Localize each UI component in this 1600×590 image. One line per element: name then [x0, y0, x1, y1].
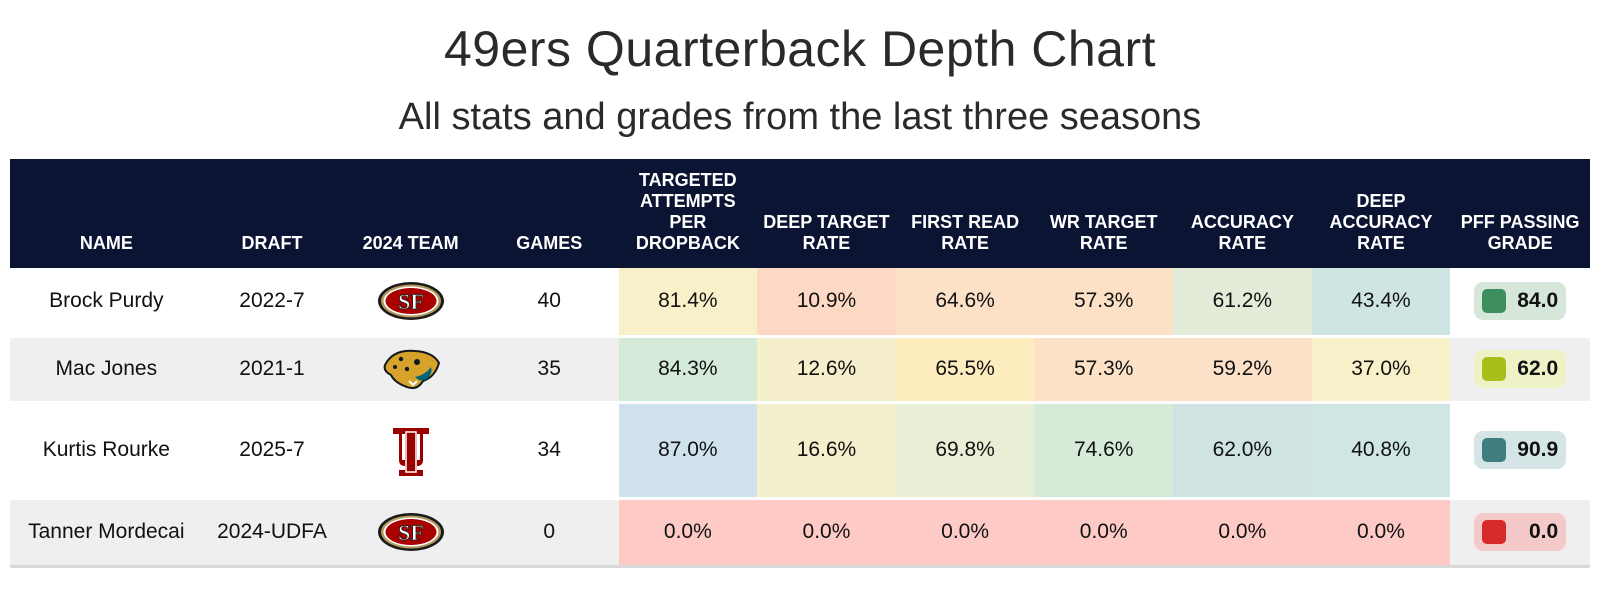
draft-pick: 2024-UDFA	[202, 498, 342, 568]
table-body: Brock Purdy 2022-7 SF 40 81.4% 10.9% 64.6% 57.3…	[10, 268, 1590, 568]
chart-subtitle: All stats and grades from the last three…	[398, 96, 1202, 138]
svg-text:SF: SF	[398, 520, 424, 545]
player-name: Kurtis Rourke	[10, 402, 203, 500]
player-name: Tanner Mordecai	[10, 498, 203, 568]
stat-cell: 0.0%	[1034, 498, 1174, 568]
sf-49ers-logo: SF	[377, 282, 444, 321]
draft-pick: 2025-7	[202, 402, 342, 500]
player-name: Brock Purdy	[10, 268, 203, 338]
column-header: DEEP TARGET RATE	[763, 212, 890, 253]
games-played: 40	[479, 268, 619, 338]
stat-cell: 40.8%	[1311, 402, 1451, 500]
depth-chart-table: NAME DRAFT 2024 TEAM GAMES TARGETED ATTEMPTS…	[10, 159, 1590, 568]
indiana-logo	[392, 428, 429, 476]
column-header: TARGETED ATTEMPTS PER DROPBACK	[635, 170, 740, 253]
chart-title: 49ers Quarterback Depth Chart	[443, 21, 1157, 77]
player-name: Mac Jones	[10, 336, 203, 404]
grade-badge: 0.0	[1474, 513, 1567, 551]
team-logo-cell	[341, 336, 480, 404]
games-played: 0	[479, 498, 619, 568]
stat-cell: 64.6%	[895, 268, 1035, 338]
header-row: NAME DRAFT 2024 TEAM GAMES TARGETED ATTEMPTS…	[10, 159, 1590, 268]
grade-swatch-icon	[1482, 357, 1507, 381]
stat-cell: 0.0%	[1311, 498, 1451, 568]
column-header: NAME	[79, 233, 133, 253]
stat-cell: 65.5%	[895, 336, 1035, 404]
stat-cell: 0.0%	[895, 498, 1035, 568]
grade-cell: 62.0	[1450, 336, 1590, 404]
team-logo-cell: SF	[341, 498, 480, 568]
column-header: FIRST READ RATE	[911, 212, 1020, 253]
table-row: Brock Purdy 2022-7 SF 40 81.4% 10.9% 64.6% 57.3…	[10, 268, 1590, 338]
grade-swatch-icon	[1482, 438, 1507, 462]
jaguars-logo	[383, 349, 440, 390]
grade-badge: 84.0	[1474, 282, 1567, 321]
stat-cell: 16.6%	[757, 402, 896, 500]
stat-cell: 0.0%	[618, 498, 758, 568]
stat-cell: 0.0%	[1173, 498, 1312, 568]
stat-cell: 43.4%	[1311, 268, 1451, 338]
team-logo-cell	[341, 402, 480, 500]
games-played: 34	[479, 402, 619, 500]
column-header: 2024 TEAM	[362, 233, 459, 253]
stat-cell: 61.2%	[1173, 268, 1312, 338]
grade-cell: 84.0	[1450, 268, 1590, 338]
stat-cell: 74.6%	[1034, 402, 1174, 500]
stat-cell: 12.6%	[757, 336, 896, 404]
stat-cell: 59.2%	[1173, 336, 1312, 404]
table-row: Kurtis Rourke 2025-7 34 87.0% 16.6% 69.8% 74.6…	[10, 402, 1590, 500]
draft-pick: 2022-7	[202, 268, 342, 338]
column-header: DRAFT	[241, 233, 303, 253]
grade-badge: 62.0	[1474, 350, 1567, 388]
column-header: DEEP ACCURACY RATE	[1329, 191, 1433, 253]
grade-cell: 0.0	[1450, 498, 1590, 568]
grade-swatch-icon	[1482, 520, 1507, 544]
sf-49ers-logo: SF	[377, 513, 444, 551]
grade-value: 84.0	[1517, 289, 1559, 313]
stat-cell: 81.4%	[618, 268, 758, 338]
stat-cell: 87.0%	[618, 402, 758, 500]
grade-value: 90.9	[1517, 438, 1559, 461]
column-header: GAMES	[516, 233, 583, 253]
column-header: WR TARGET RATE	[1049, 212, 1158, 253]
stat-cell: 37.0%	[1311, 336, 1451, 404]
stat-cell: 84.3%	[618, 336, 758, 404]
stat-cell: 62.0%	[1173, 402, 1312, 500]
grade-swatch-icon	[1482, 289, 1507, 314]
table-row: Tanner Mordecai 2024-UDFA SF 0 0.0% 0.0% 0.0% 0…	[10, 498, 1590, 568]
grade-badge: 90.9	[1474, 431, 1567, 469]
grade-value: 62.0	[1517, 357, 1559, 380]
stat-cell: 57.3%	[1034, 336, 1174, 404]
grade-cell: 90.9	[1450, 402, 1590, 500]
stat-cell: 10.9%	[757, 268, 896, 338]
stat-cell: 57.3%	[1034, 268, 1174, 338]
grade-value: 0.0	[1528, 520, 1559, 543]
column-header: PFF PASSING GRADE	[1460, 212, 1580, 253]
draft-pick: 2021-1	[202, 336, 342, 404]
team-logo-cell: SF	[341, 268, 480, 338]
stat-cell: 0.0%	[757, 498, 896, 568]
table-row: Mac Jones 2021-1 35 84.3% 12.6% 65.5% 57.3% 59.…	[10, 336, 1590, 404]
column-header: ACCURACY RATE	[1190, 212, 1294, 253]
stat-cell: 69.8%	[895, 402, 1035, 500]
games-played: 35	[479, 336, 619, 404]
svg-text:SF: SF	[398, 289, 424, 314]
